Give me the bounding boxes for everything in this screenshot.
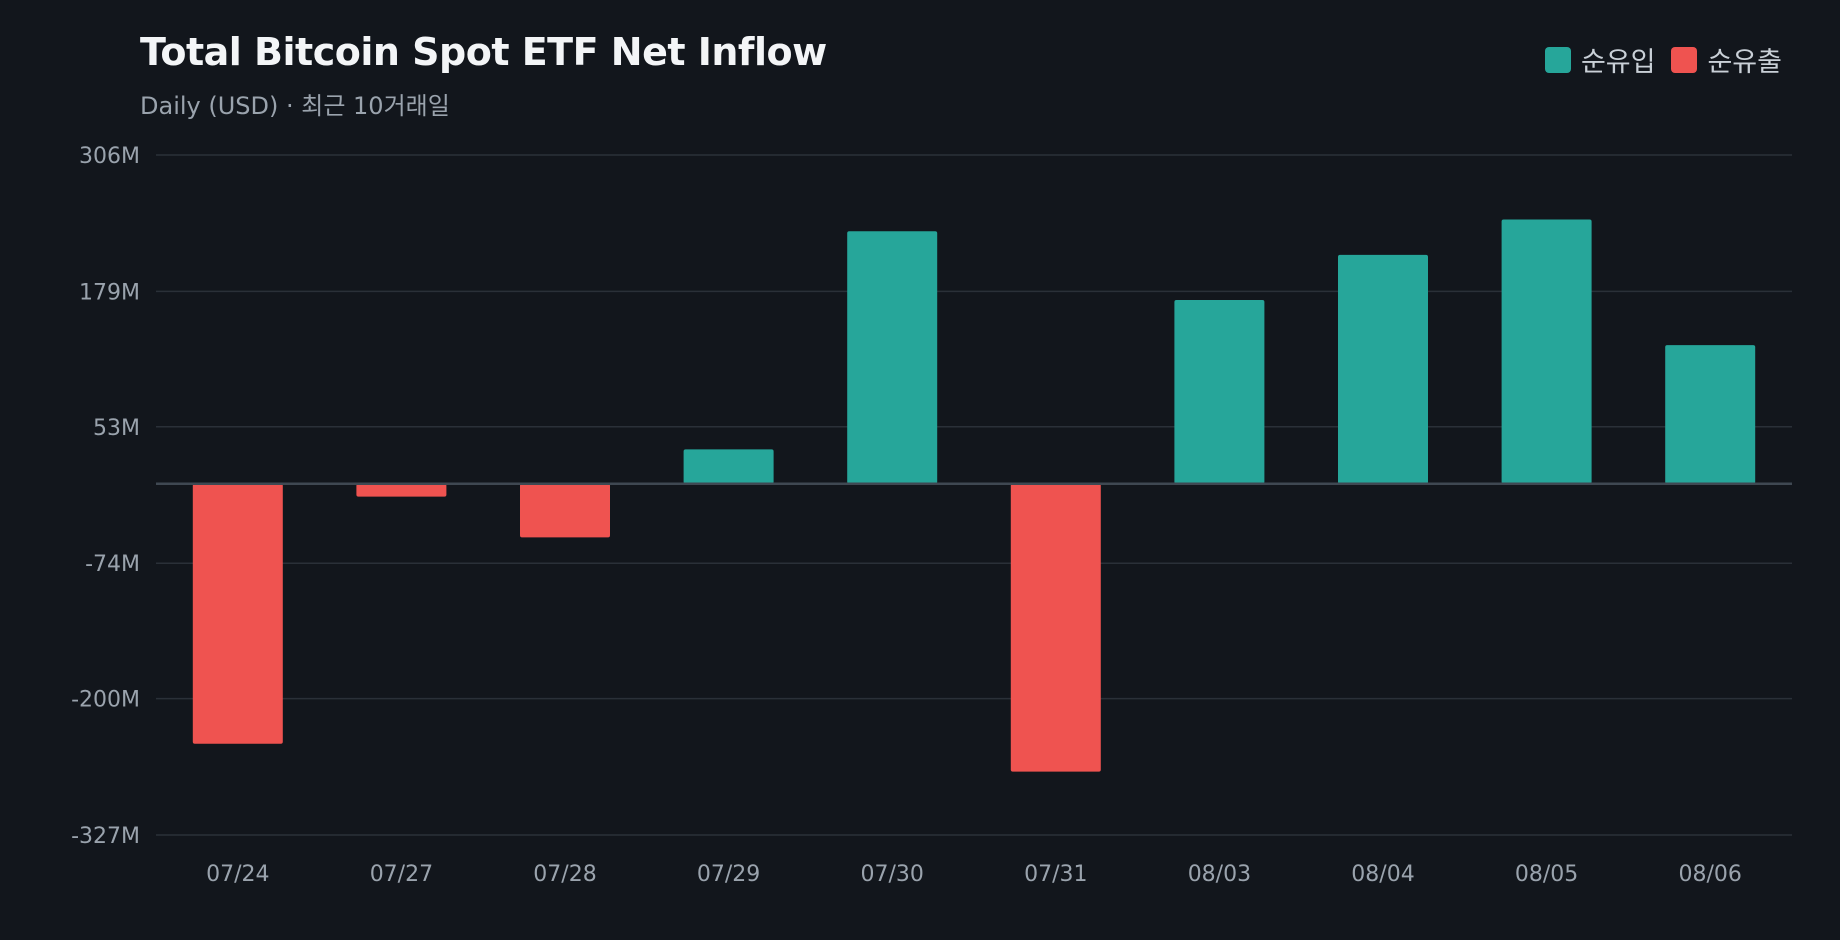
chart-subtitle: Daily (USD) · 최근 10거래일 — [140, 92, 450, 120]
bar-07-28[interactable] — [520, 483, 610, 538]
legend-item-inflow[interactable]: 순유입 — [1544, 40, 1656, 79]
legend-item-outflow[interactable]: 순유출 — [1671, 40, 1782, 79]
bar-08-04[interactable] — [1338, 254, 1428, 484]
grid-lines — [156, 154, 1792, 836]
x-tick-label: 07/24 — [206, 862, 269, 887]
y-tick-label: -74M — [85, 552, 140, 577]
x-tick-label: 07/29 — [697, 862, 760, 887]
bars — [192, 219, 1756, 772]
x-tick-label: 08/05 — [1515, 862, 1578, 887]
y-tick-label: -200M — [71, 688, 140, 713]
legend-swatch-inflow — [1544, 46, 1571, 73]
legend-label-inflow: 순유입 — [1580, 47, 1656, 78]
y-tick-label: 53M — [93, 416, 140, 441]
legend-label-outflow: 순유출 — [1707, 47, 1782, 78]
bar-08-05[interactable] — [1501, 219, 1592, 484]
chart-legend: 순유입 순유출 — [1544, 40, 1782, 79]
x-tick-label: 08/06 — [1678, 862, 1741, 887]
x-tick-label: 07/30 — [860, 862, 923, 887]
x-tick-label: 08/03 — [1188, 862, 1251, 887]
x-tick-label: 08/04 — [1351, 862, 1414, 887]
x-tick-label: 07/31 — [1024, 862, 1087, 887]
x-tick-label: 07/27 — [370, 862, 433, 887]
chart-title: Total Bitcoin Spot ETF Net Inflow — [140, 30, 827, 74]
y-tick-label: 306M — [79, 144, 140, 169]
bar-07-24[interactable] — [192, 483, 283, 744]
y-axis-ticks: 306M 179M 53M -74M -200M -327M — [71, 144, 140, 849]
bar-07-30[interactable] — [847, 231, 938, 484]
bar-08-03[interactable] — [1174, 300, 1265, 484]
y-tick-label: 179M — [79, 280, 140, 305]
bar-07-29[interactable] — [683, 449, 774, 484]
x-axis-ticks: 07/24 07/27 07/28 07/29 07/30 07/31 08/03 08/04… — [206, 862, 1742, 887]
bar-08-06[interactable] — [1665, 345, 1756, 484]
legend-swatch-outflow — [1671, 46, 1698, 73]
bar-07-27[interactable] — [356, 483, 447, 497]
y-tick-label: -327M — [71, 824, 140, 849]
x-tick-label: 07/28 — [533, 862, 596, 887]
bar-07-31[interactable] — [1010, 483, 1101, 772]
